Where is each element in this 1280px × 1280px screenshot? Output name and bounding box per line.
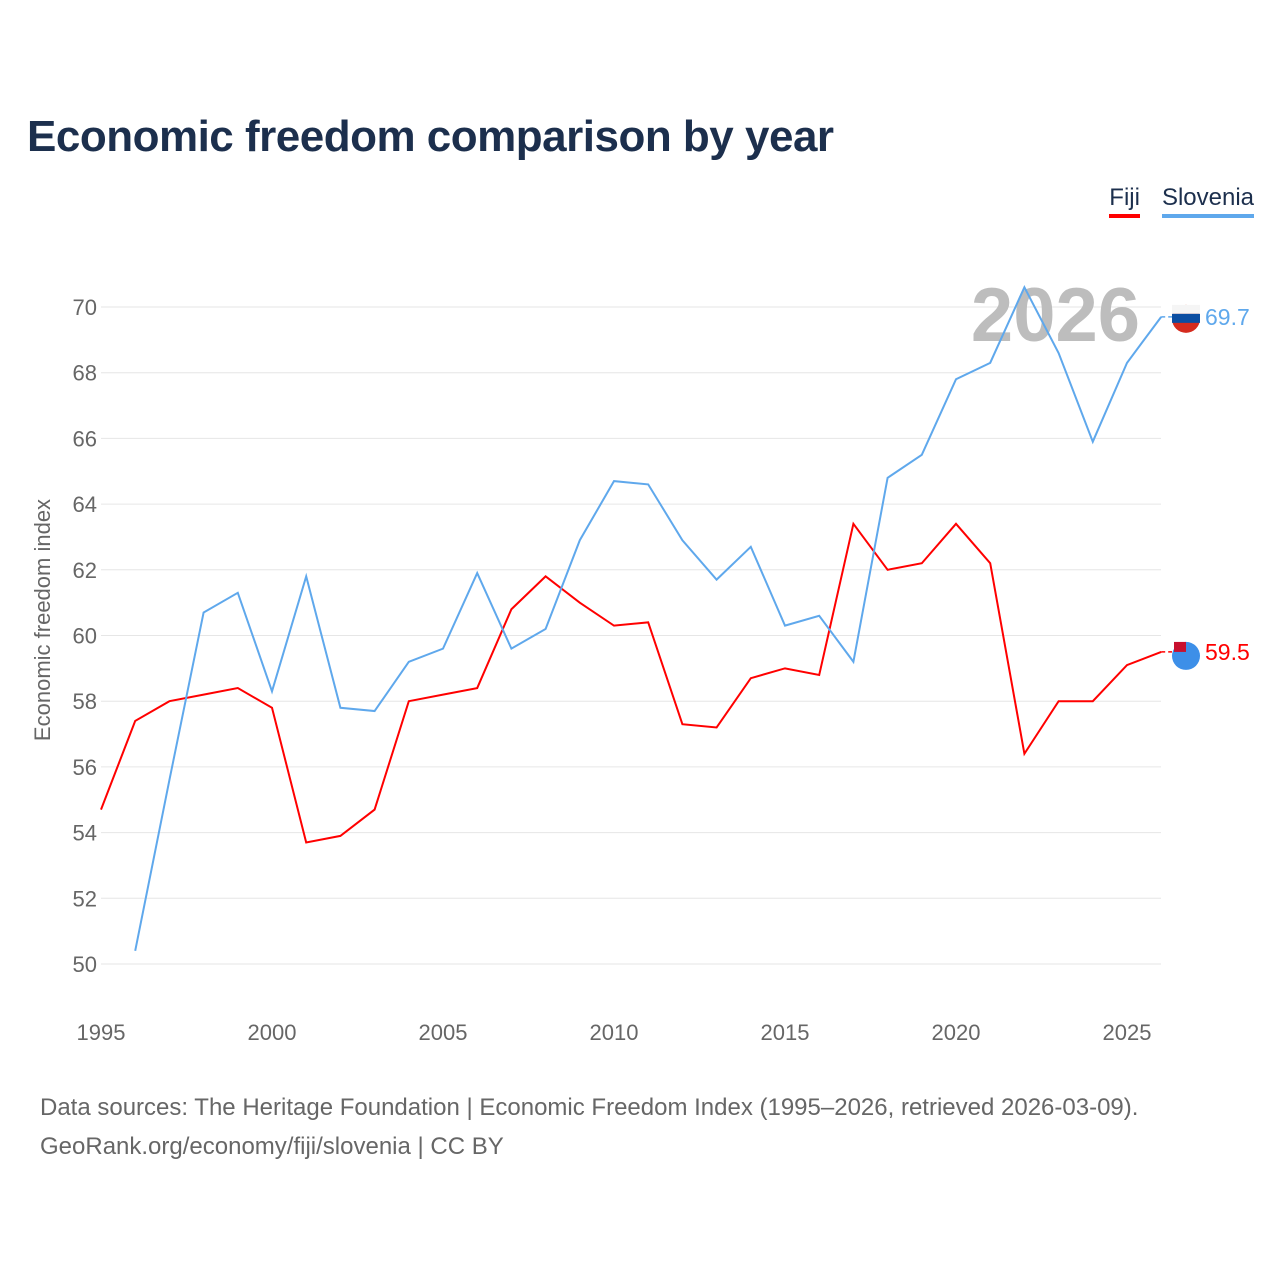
y-tick-label: 60 xyxy=(73,624,97,649)
series-line-fiji xyxy=(100,521,1162,844)
x-tick-label: 2025 xyxy=(1103,1020,1152,1045)
y-tick-label: 70 xyxy=(73,295,97,320)
y-tick-label: 58 xyxy=(73,689,97,714)
legend: Fiji Slovenia xyxy=(1109,184,1254,218)
flag-stripe xyxy=(1172,304,1200,314)
y-tick-label: 68 xyxy=(73,361,97,386)
flag-stripe xyxy=(1172,313,1200,323)
chart-title: Economic freedom comparison by year xyxy=(27,112,834,161)
y-tick-label: 50 xyxy=(73,952,97,977)
y-tick-label: 52 xyxy=(73,886,97,911)
y-axis-label: Economic freedom index xyxy=(30,499,55,741)
legend-slovenia[interactable]: Slovenia xyxy=(1161,184,1254,218)
end-value-label: 69.7 xyxy=(1205,304,1250,330)
x-tick-label: 2005 xyxy=(419,1020,468,1045)
footer-link[interactable]: GeoRank.org/economy/fiji/slovenia | CC B… xyxy=(40,1133,504,1160)
y-tick-label: 54 xyxy=(73,821,97,846)
legend-fiji[interactable]: Fiji xyxy=(1109,184,1140,218)
footer: Data sources: The Heritage Foundation | … xyxy=(40,1088,1138,1166)
x-tick-label: 2020 xyxy=(932,1020,981,1045)
y-tick-label: 62 xyxy=(73,558,97,583)
flag-canton xyxy=(1174,641,1186,652)
series-line-slovenia xyxy=(134,285,1163,952)
y-tick-label: 56 xyxy=(73,755,97,780)
y-tick-label: 66 xyxy=(73,426,97,451)
x-tick-label: 1995 xyxy=(77,1020,126,1045)
x-tick-label: 2015 xyxy=(761,1020,810,1045)
x-tick-label: 2000 xyxy=(248,1020,297,1045)
y-tick-label: 64 xyxy=(73,492,97,517)
footer-sources: Data sources: The Heritage Foundation | … xyxy=(40,1094,1139,1121)
end-value-label: 59.5 xyxy=(1205,639,1250,665)
x-tick-label: 2010 xyxy=(590,1020,639,1045)
